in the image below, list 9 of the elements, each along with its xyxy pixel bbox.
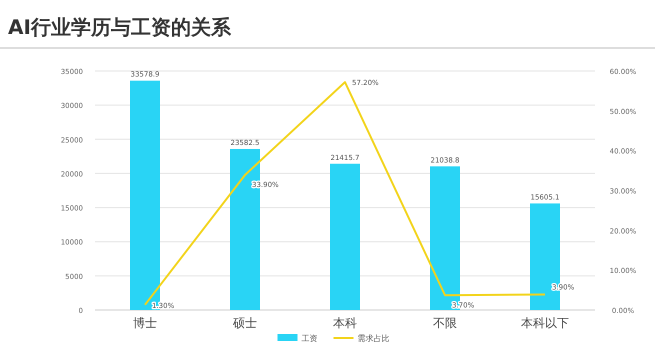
x-tick-label: 博士 [133,316,157,330]
x-tick-label: 本科以下 [521,316,569,330]
x-tick-label: 本科 [333,316,357,330]
legend-label: 工资 [302,334,318,343]
bar [330,164,360,310]
x-tick-label: 不限 [433,316,457,330]
legend-label: 需求占比 [358,334,390,343]
chart-title: AI行业学历与工资的关系 [8,15,232,39]
x-tick-label: 硕士 [232,316,257,330]
